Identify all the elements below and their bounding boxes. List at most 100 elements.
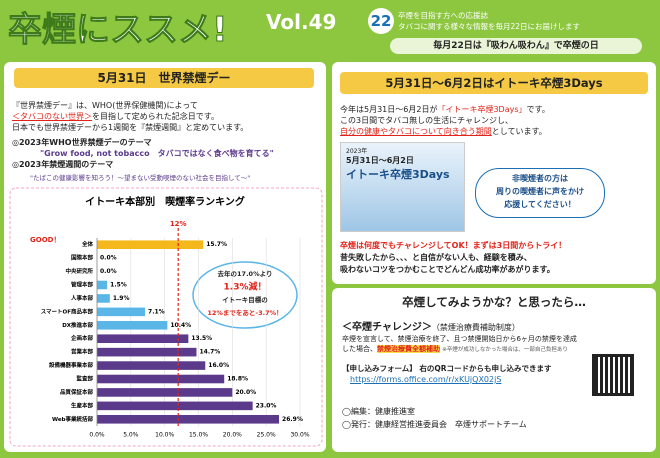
tagline: 毎月22日は『吸わん吸わん』で卒煙の日 — [390, 38, 642, 54]
text: 応援してください！ — [504, 200, 576, 209]
target-label: 12% — [170, 220, 187, 228]
text: ＜タバコのない世界＞ — [12, 112, 92, 121]
text: 卒煙を宣言して、禁煙治療を終了、且つ禁煙開始日から6ヶ月の禁煙を達成 — [342, 335, 577, 343]
chart: イトーキ本部別 喫煙率ランキング GOOD！ 0.0% 5.0% 10.0% 15.0… — [9, 187, 323, 447]
bar — [97, 240, 204, 250]
data-label: 26.9% — [282, 416, 303, 423]
data-label: 0.0% — [100, 268, 117, 275]
volume: Vol.49 — [266, 10, 337, 34]
data-label: 18.8% — [227, 376, 248, 383]
text: ＜タバコのない世界＞を目指して定められた記念日です。 — [12, 111, 219, 122]
text: この3日間でタバコ無しの生活にチャレンジし、 — [340, 116, 514, 125]
category-label: 中央研究所 — [65, 267, 93, 275]
x-tick-label: 5.0% — [123, 432, 139, 439]
text: ◯編集：健康推進室 — [342, 407, 415, 416]
text: "Grow food, not tobacco タバコではなく食べ物を育てる" — [40, 149, 274, 158]
bar — [97, 361, 206, 370]
text: 禁煙治療費全額補助 — [377, 345, 440, 353]
text: 非喫煙者の方は — [512, 174, 568, 183]
data-label: 16.0% — [208, 362, 229, 369]
category-label: 生産本部 — [71, 401, 94, 409]
text: 『世界禁煙デー』は、WHO(世界保健機関)によって — [12, 101, 198, 110]
note-bubble — [192, 261, 298, 329]
data-label: 7.1% — [148, 308, 165, 315]
text: （禁煙治療費補助制度） — [431, 323, 520, 332]
desc: タバコに関する様々な情報を毎月22日にお届けします — [398, 22, 581, 31]
text: ※卒煙が成功しなかった場合は、一部自己負担あり — [442, 347, 568, 353]
text: した場合、 — [342, 345, 377, 353]
category-label: 人事本部 — [71, 294, 94, 302]
text: 「イトーキ卒煙3Days」 — [437, 105, 527, 114]
text: としています。 — [491, 127, 547, 136]
good-label: GOOD！ — [30, 236, 60, 244]
note-text: イトーキ目標の — [222, 295, 268, 304]
x-tick-label: 15.0% — [189, 432, 208, 439]
data-label: 20.0% — [235, 389, 256, 396]
text: 吸わないコツをつかむことでどんどん成功率があがります。 — [340, 265, 555, 274]
text: ◎2023年禁煙週間のテーマ — [12, 160, 114, 169]
bar — [97, 414, 280, 424]
left-panel — [4, 62, 326, 452]
data-label: 15.7% — [206, 241, 227, 248]
chart-frame — [9, 187, 323, 447]
text: 今年は5月31日～6月2日が「イトーキ卒煙3Days」です。 — [340, 104, 550, 115]
bubble-text: 非喫煙者の方は 周りの喫煙者に声をかけ 応援してください！ — [480, 172, 600, 211]
poster-text: イトーキ卒煙3Days — [346, 168, 450, 181]
text: ◎2023年WHO世界禁煙デーのテーマ — [12, 138, 152, 147]
day-badge: 22 — [368, 8, 394, 34]
text: ◯発行：健康経営推進委員会 卒煙サポートチーム — [342, 420, 527, 429]
text: "たばこの健康影響を知ろう！～望まない受動喫煙のない社会を目指して～" — [30, 174, 251, 182]
category-label: 設備機器事業本部 — [49, 361, 94, 369]
bar — [97, 307, 146, 317]
heading: 5月31日 世界禁煙デー — [14, 68, 314, 88]
text: 卒煙は何度でもチャレンジしてOK！ — [340, 241, 473, 250]
text: した場合、禁煙治療費全額補助 ※卒煙が成功しなかった場合は、一部自己負担あり — [342, 344, 568, 354]
title: 卒煙にススメ! — [8, 10, 229, 51]
bar — [97, 334, 189, 344]
x-tick-label: 0.0% — [89, 432, 105, 439]
text: 【申し込みフォーム】 右のQRコードからも申し込みできます — [342, 364, 552, 373]
data-label: 13.5% — [191, 335, 212, 342]
data-label: 23.0% — [256, 402, 277, 409]
link[interactable]: https://forms.office.com/r/xKUjQX02jS — [350, 375, 502, 384]
data-label: 1.9% — [113, 295, 130, 302]
category-label: 国際本部 — [71, 254, 94, 262]
data-label: 0.0% — [100, 255, 117, 262]
category-label: 管理本部 — [71, 281, 94, 289]
category-label: DX推進本部 — [62, 321, 93, 329]
category-label: 監査部 — [76, 375, 93, 383]
x-tick-label: 10.0% — [155, 432, 174, 439]
bubble — [475, 168, 605, 218]
desc: 卒煙を目指す方への応援誌 — [398, 11, 488, 20]
x-tick-label: 20.0% — [223, 432, 242, 439]
data-label: 10.4% — [170, 322, 191, 329]
category-label: 営業本部 — [71, 348, 94, 356]
text: 自分の健康やタバコについて向き合う期間 — [340, 127, 492, 136]
text: 自分の健康やタバコについて向き合う期間としています。 — [340, 126, 547, 137]
data-label: 1.5% — [110, 282, 127, 289]
poster-text: 5月31日～6月2日 — [346, 156, 414, 165]
bar — [97, 347, 197, 357]
text: まずは3日間からトライ！ — [472, 241, 567, 250]
bar — [97, 374, 225, 384]
bar — [97, 280, 108, 290]
note-text: 1.3%減！ — [224, 281, 267, 293]
category-label: 品質保証本部 — [60, 388, 94, 396]
text: ＜卒煙チャレンジ＞ — [342, 322, 432, 333]
bar — [97, 388, 233, 397]
bar — [97, 294, 110, 303]
data-label: 14.7% — [199, 349, 220, 356]
text: ＜卒煙チャレンジ＞（禁煙治療費補助制度） — [342, 318, 520, 333]
chart-title: イトーキ本部別 喫煙率ランキング — [85, 195, 245, 208]
category-label: 企画本部 — [70, 334, 94, 342]
heading: 5月31日～6月2日はイトーキ卒煙3Days — [340, 72, 648, 94]
category-label: スマートOF商品本部 — [41, 307, 94, 315]
x-tick-label: 30.0% — [290, 432, 309, 439]
note-text: 12%までをあと-3.7%！ — [207, 308, 282, 317]
qr-code — [592, 354, 634, 396]
category-label: Web事業統括部 — [52, 415, 94, 423]
text: 今年は5月31日～6月2日が — [340, 105, 438, 114]
note-text: 去年の17.0%より — [218, 269, 273, 278]
text: を目指して定められた記念日です。 — [92, 112, 219, 121]
